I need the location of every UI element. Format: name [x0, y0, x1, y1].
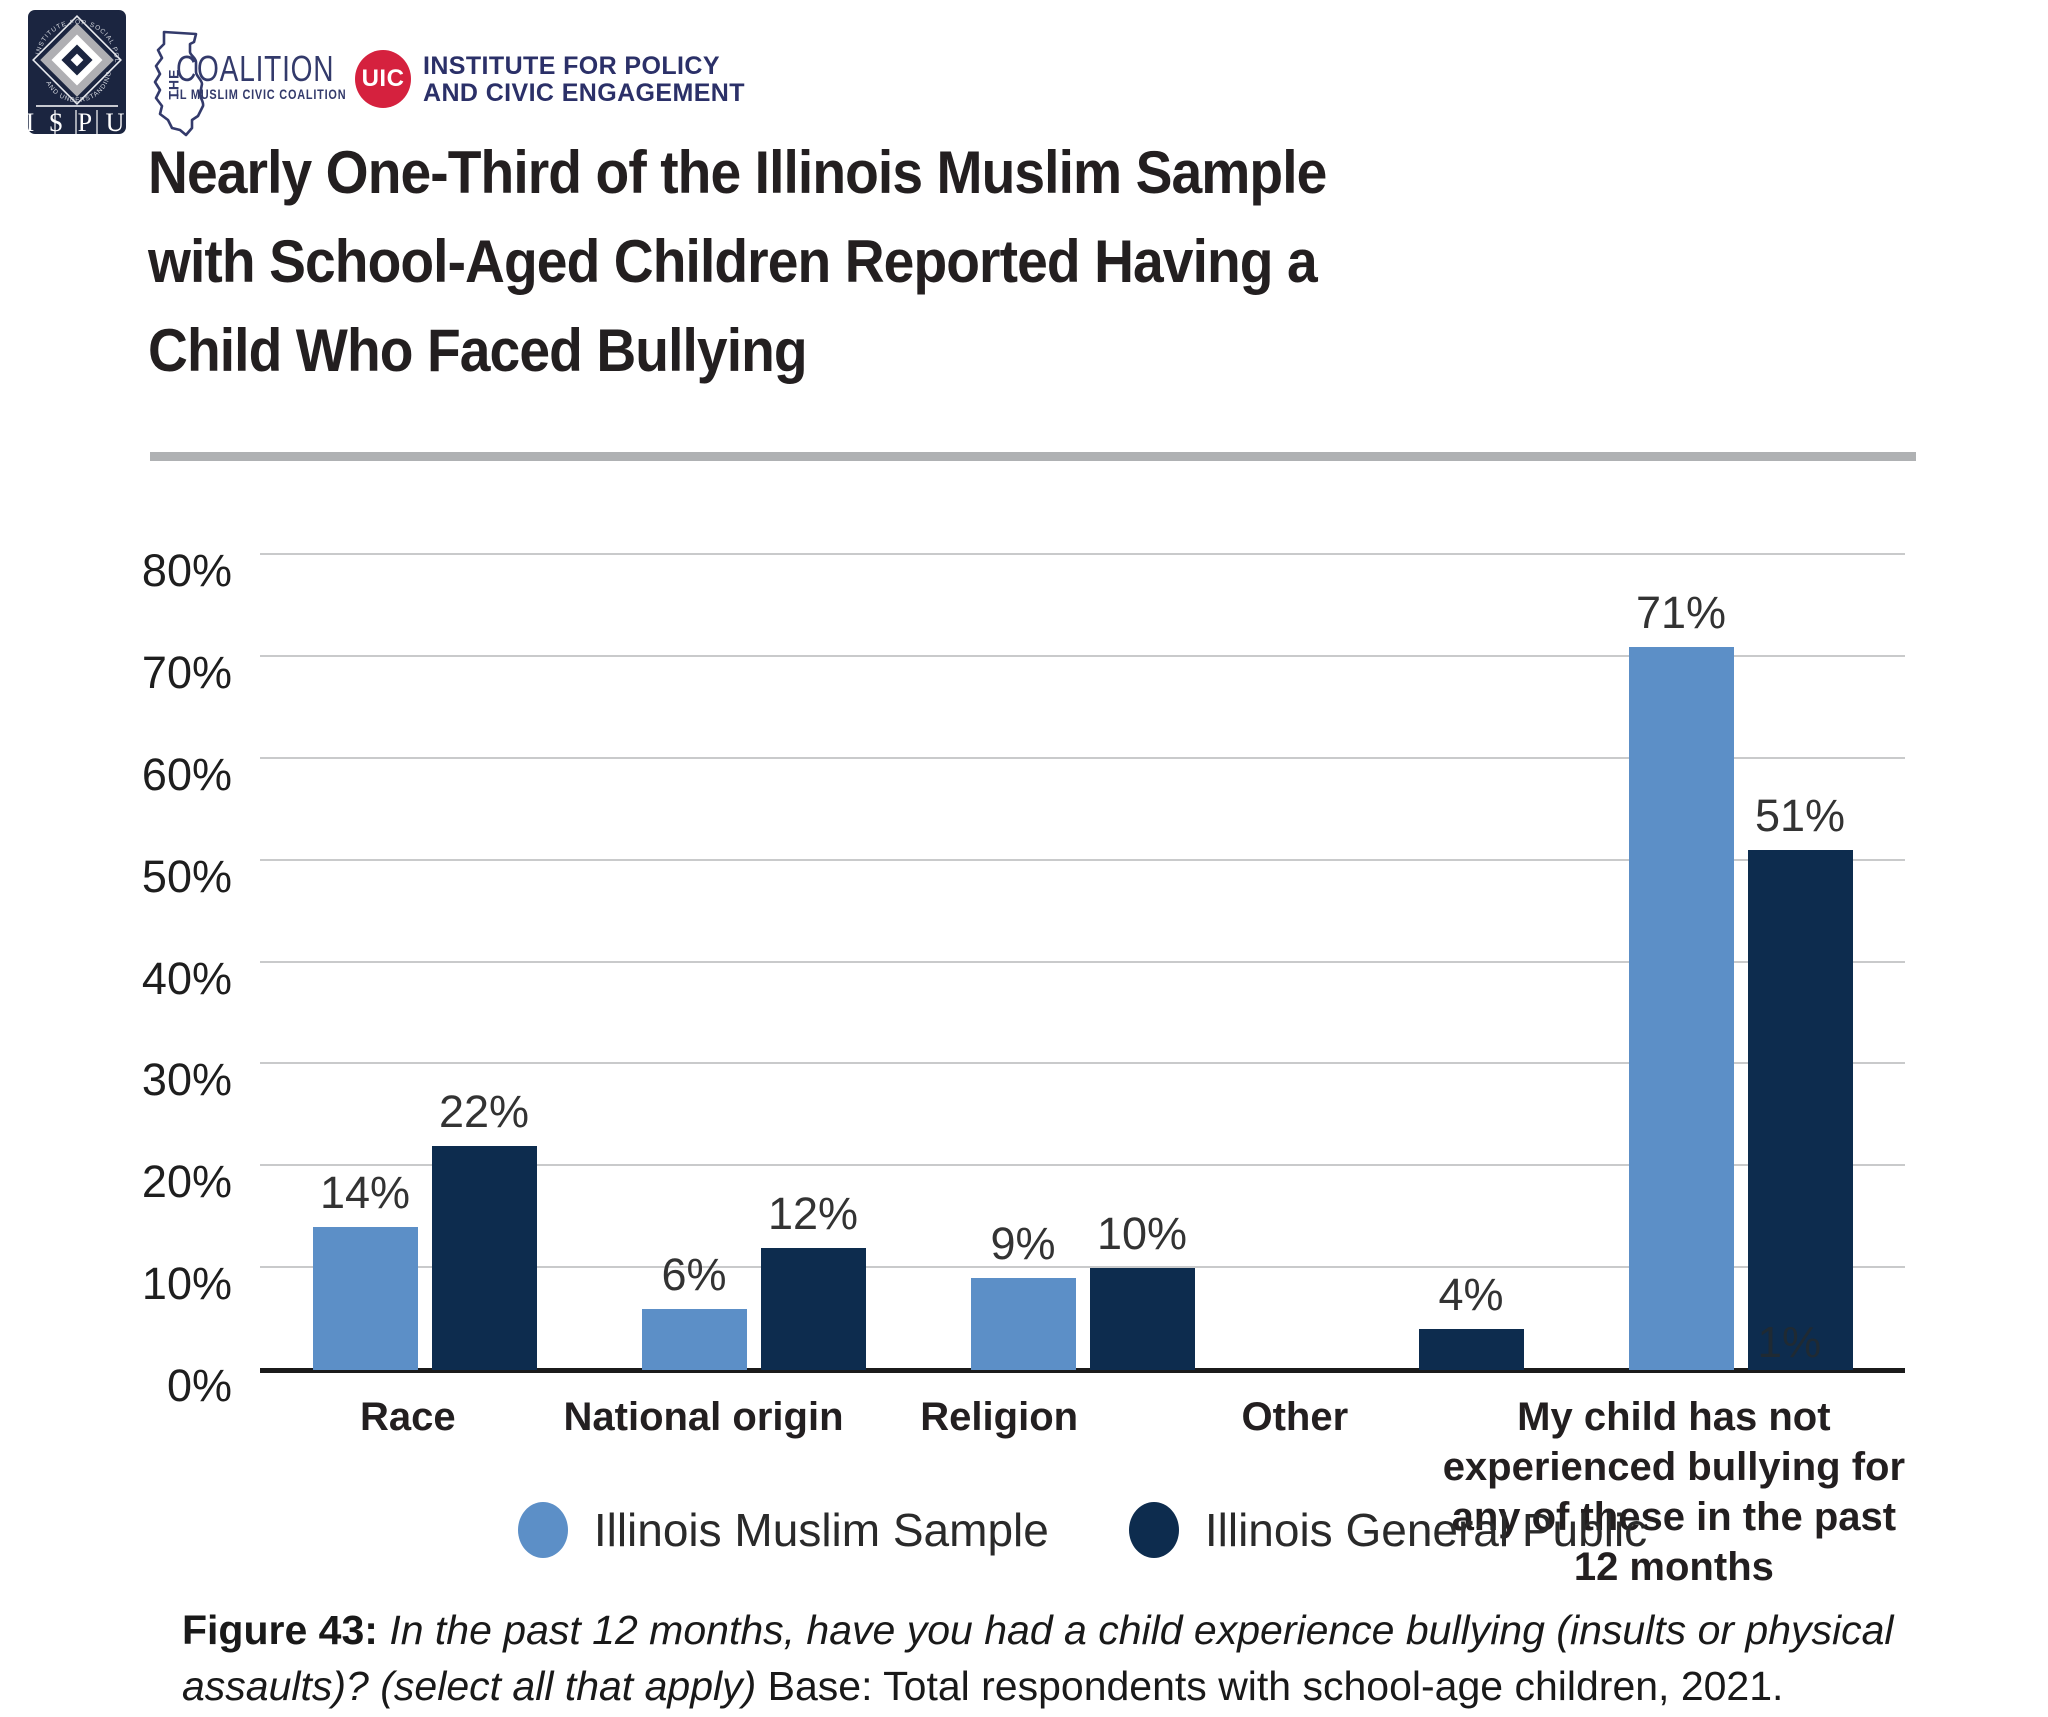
gridline-50	[260, 858, 1905, 861]
x-category-label-4: My child has not experienced bullying for…	[1442, 1395, 1906, 1589]
chart-plot-area: 14% 22% 6% 12% 9% 10% 4% 71% 51% 1%	[260, 553, 1905, 1373]
ispu-acronym: I S P U	[28, 108, 126, 134]
legend-item-general-public: Illinois General Public	[1128, 1502, 1648, 1558]
figure-caption-question: In the past 12 months, have you had a ch…	[182, 1607, 1894, 1709]
x-category-label-2: Religion	[920, 1395, 1079, 1439]
bar-group-3: 4%	[1247, 555, 1576, 1370]
bar-value-label: 9%	[990, 1218, 1056, 1270]
bar-muslim-sample-1: 6%	[641, 1249, 747, 1370]
bar-group-1: 6% 12%	[589, 555, 918, 1370]
title-divider	[150, 452, 1916, 461]
x-axis-line	[260, 1368, 1905, 1373]
y-tick-label-10: 10%	[141, 1258, 232, 1310]
bar-muslim-sample-0: 14%	[312, 1167, 418, 1370]
uic-text: INSTITUTE FOR POLICY AND CIVIC ENGAGEMEN…	[423, 53, 745, 107]
bar-muslim-sample-4: 71%	[1628, 587, 1734, 1370]
gridline-70	[260, 654, 1905, 657]
bar-general-public-0: 22%	[431, 1086, 537, 1370]
bar-value-label: 10%	[1096, 1208, 1188, 1260]
y-axis-labels: 0% 10% 20% 30% 40% 50% 60% 70% 80%	[0, 545, 246, 1411]
bar-general-public-1: 12%	[760, 1188, 866, 1370]
bar-value-label: 6%	[661, 1248, 727, 1300]
gridline-30	[260, 1062, 1905, 1065]
bar-group-4: 71% 51% 1%	[1576, 555, 1905, 1370]
bar-general-public-3: 4%	[1418, 1269, 1524, 1370]
bar-groups: 14% 22% 6% 12% 9% 10% 4% 71% 51% 1%	[260, 555, 1905, 1370]
bar-value-label: 12%	[767, 1187, 859, 1239]
y-tick-label-80: 80%	[141, 545, 232, 596]
y-tick-label-50: 50%	[141, 850, 232, 902]
figure-caption-base: Base: Total respondents with school-age …	[767, 1663, 1784, 1709]
header: INSTITUTE FOR SOCIAL POLICY AND UNDERSTA…	[0, 0, 2048, 150]
bar-group-0: 14% 22%	[260, 555, 589, 1370]
legend-label: Illinois General Public	[1204, 1504, 1648, 1556]
y-tick-label-70: 70%	[141, 646, 232, 698]
x-category-label-3: Other	[1241, 1395, 1349, 1439]
illinois-outline-icon	[153, 30, 205, 137]
bar-value-label: 71%	[1635, 586, 1727, 638]
bar-value-label: 22%	[438, 1085, 530, 1137]
coalition-logo: THE COALITION IL MUSLIM CIVIC COALITION	[150, 26, 350, 146]
ispu-logo: INSTITUTE FOR SOCIAL POLICY AND UNDERSTA…	[25, 5, 126, 137]
gridline-40	[260, 960, 1905, 963]
page-title-line3: Child Who Faced Bullying	[148, 317, 808, 384]
stray-value-label: 1%	[1757, 1318, 1822, 1367]
uic-line1: INSTITUTE FOR POLICY	[423, 52, 720, 80]
coalition-name-label: COALITION	[176, 48, 335, 89]
legend-item-muslim-sample: Illinois Muslim Sample	[517, 1502, 1049, 1558]
gridline-10	[260, 1266, 1905, 1269]
uic-badge-icon: UIC	[355, 50, 411, 108]
y-tick-label-0: 0%	[166, 1360, 232, 1411]
bar-group-2: 9% 10%	[918, 555, 1247, 1370]
y-tick-label-60: 60%	[141, 748, 232, 800]
bar-general-public-2: 10%	[1089, 1208, 1195, 1370]
x-axis-labels: Race National origin Religion Other My child…	[260, 1392, 1905, 1592]
bar-muslim-sample-2: 9%	[970, 1218, 1076, 1370]
page-title: Nearly One-Third of the Illinois Muslim …	[148, 128, 1327, 395]
legend-dot-icon	[517, 1502, 568, 1558]
bar-value-label: 4%	[1438, 1269, 1504, 1321]
y-tick-label-20: 20%	[141, 1156, 232, 1208]
gridline-60	[260, 756, 1905, 759]
gridline-80	[260, 553, 1905, 555]
figure-caption-label: Figure 43:	[182, 1607, 390, 1653]
page-title-line1: Nearly One-Third of the Illinois Muslim …	[148, 139, 1327, 206]
uic-line2: AND CIVIC ENGAGEMENT	[423, 79, 745, 107]
ispu-logo-icon: INSTITUTE FOR SOCIAL POLICY AND UNDERSTA…	[25, 5, 126, 137]
y-tick-label-30: 30%	[141, 1054, 232, 1106]
legend-dot-icon	[1128, 1502, 1179, 1558]
bar-value-label: 14%	[319, 1167, 411, 1219]
figure-caption: Figure 43: In the past 12 months, have y…	[182, 1602, 1972, 1714]
legend-label: Illinois Muslim Sample	[593, 1504, 1049, 1556]
y-tick-label-40: 40%	[141, 952, 232, 1004]
coalition-subtitle-label: IL MUSLIM CIVIC COALITION	[176, 86, 347, 102]
page-title-line2: with School-Aged Children Reported Havin…	[148, 228, 1318, 295]
bar-general-public-4: 51% 1%	[1747, 790, 1853, 1370]
x-category-label-0: Race	[360, 1395, 456, 1439]
chart-legend: Illinois Muslim Sample Illinois General P…	[260, 1502, 1905, 1558]
gridline-20	[260, 1164, 1905, 1167]
x-category-label-1: National origin	[563, 1395, 844, 1439]
bar-value-label: 51%	[1754, 790, 1846, 842]
